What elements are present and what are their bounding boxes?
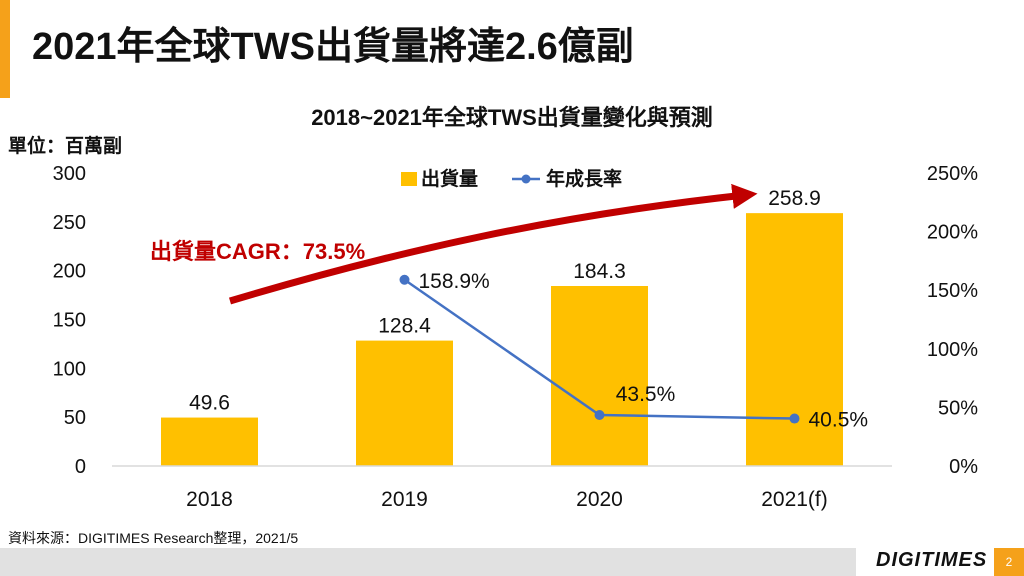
source-note: 資料來源：DIGITIMES Research整理，2021/5 [8,530,299,546]
slide-title: 2021年全球TWS出貨量將達2.6億副 [32,26,634,68]
cagr-annotation: 出貨量CAGR：73.5% [150,239,365,264]
x-tick-label: 2019 [381,488,428,511]
growth-rate-marker [399,274,410,285]
x-tick-label: 2020 [576,488,623,511]
y-left-tick-label: 50 [64,407,86,429]
y-left-tick-label: 100 [53,358,86,380]
plot-area: 0 50 100 150 200 250 300 0% 50% 100% 150% 200% 250% 4… [53,163,979,511]
title-accent-bar [0,0,10,98]
y-right-tick-label: 250% [927,163,978,185]
footer-band [0,548,856,576]
page-number: 2 [994,548,1024,576]
growth-rate-label: 40.5% [809,409,869,432]
shipment-bar [161,417,258,466]
y-right-tick-label: 100% [927,339,978,361]
cagr-trend-arrow [228,183,758,305]
y-left-tick-label: 250 [53,212,86,234]
y-left-tick-label: 150 [53,310,86,332]
x-tick-label: 2021(f) [761,488,828,511]
bar-value-label: 258.9 [768,187,821,210]
legend-bar-swatch [401,172,417,186]
y-right-tick-label: 0% [949,456,978,478]
growth-rate-label: 158.9% [419,270,490,293]
unit-label: 單位：百萬副 [8,134,122,157]
shipment-bar [551,286,648,466]
legend-bar-label: 出貨量 [421,167,478,190]
legend-line-marker [521,174,531,184]
y-left-tick-label: 0 [75,456,86,478]
y-right-tick-label: 200% [927,222,978,244]
bar-value-label: 128.4 [378,315,431,338]
bar-value-label: 184.3 [573,260,626,283]
y-left-tick-label: 300 [53,163,86,185]
growth-rate-marker [594,410,605,421]
shipment-bar [356,340,453,466]
growth-rate-marker [789,413,800,424]
legend-line-label: 年成長率 [546,167,622,190]
y-left-tick-label: 200 [53,261,86,283]
x-tick-label: 2018 [186,488,233,511]
growth-rate-label: 43.5% [616,383,676,406]
bar-value-label: 49.6 [189,392,230,415]
shipment-bar [746,213,843,466]
y-right-tick-label: 150% [927,280,978,302]
digitimes-logo: DIGITIMES [876,549,988,571]
chart-title: 2018~2021年全球TWS出貨量變化與預測 [311,105,713,130]
chart-legend: 出貨量 年成長率 [401,167,622,190]
y-right-tick-label: 50% [938,397,978,419]
